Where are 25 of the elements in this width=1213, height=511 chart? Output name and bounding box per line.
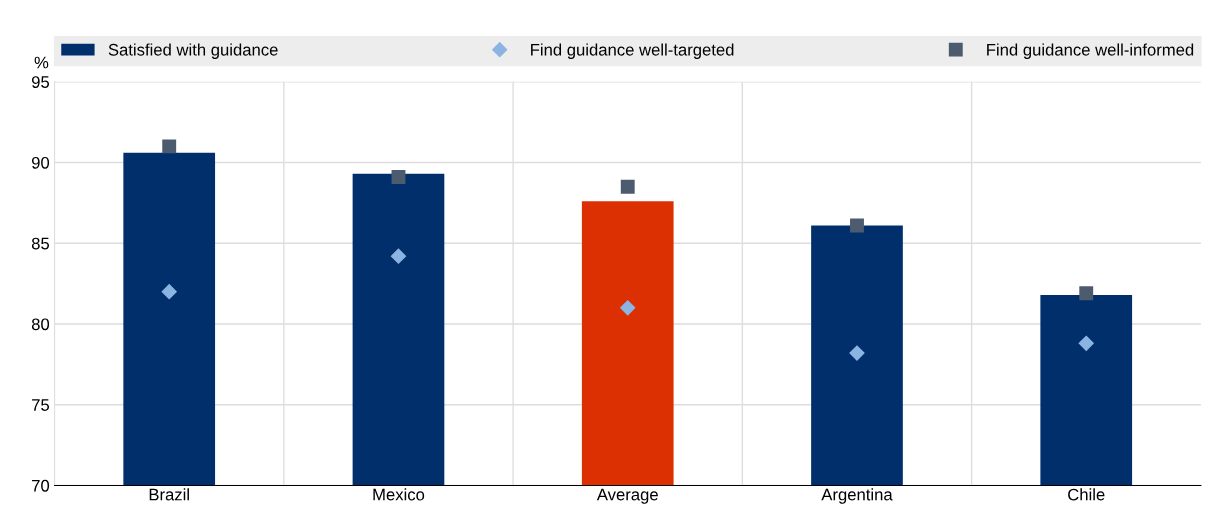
point: [390, 248, 407, 264]
x-tick-label: Brazil: [149, 488, 189, 501]
x-tick-label: Argentina: [821, 488, 893, 504]
y-axis-title: %: [34, 56, 49, 69]
y-tick-label: 85: [31, 237, 50, 250]
y-tick-label: 70: [32, 479, 50, 492]
y-tick-label: 80: [31, 318, 50, 331]
point: [1079, 286, 1094, 301]
y-tick-label: 95: [31, 76, 50, 88]
point: [162, 139, 177, 154]
point: [620, 300, 636, 316]
point: [1078, 335, 1094, 351]
point: [161, 284, 177, 300]
point: [850, 218, 864, 233]
legend-label: Find guidance well-targeted: [531, 43, 734, 59]
x-tick-label: Average: [596, 488, 658, 504]
point: [849, 345, 865, 361]
x-tick-label: Mexico: [373, 488, 425, 501]
x-tick-label: Chile: [1068, 488, 1105, 501]
y-tick-label: 75: [32, 399, 50, 411]
legend-label: Find guidance well-informed: [987, 43, 1194, 59]
legend-label: Satisfied with guidance: [108, 43, 278, 59]
point: [391, 170, 406, 184]
y-tick-label: 90: [31, 156, 50, 169]
point: [620, 179, 635, 194]
